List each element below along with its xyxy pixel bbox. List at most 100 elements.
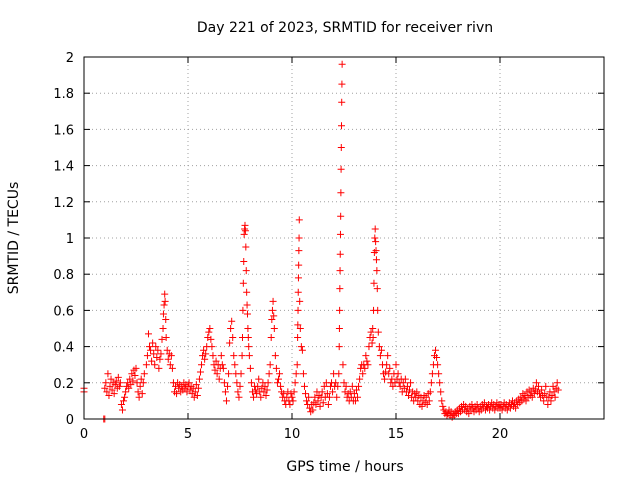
data-point (163, 346, 171, 354)
data-point (152, 343, 160, 351)
data-point (314, 397, 322, 405)
data-point (127, 381, 135, 389)
data-point (144, 330, 152, 338)
data-point (280, 390, 288, 398)
data-point (396, 382, 404, 390)
data-point (129, 377, 137, 385)
grid-lines (84, 57, 604, 419)
data-point (551, 393, 559, 401)
data-point (337, 189, 345, 197)
data-point (276, 370, 284, 378)
data-point (103, 388, 111, 396)
data-point (250, 393, 258, 401)
y-tick-label: 1 (66, 232, 74, 247)
data-point (311, 393, 319, 401)
data-point (244, 325, 252, 332)
data-point (168, 364, 176, 372)
data-point (336, 306, 344, 314)
data-point (181, 384, 189, 392)
x-tick-label: 10 (284, 427, 301, 442)
y-tick-label: 1.8 (53, 87, 74, 102)
data-point (266, 361, 274, 369)
data-point (236, 382, 244, 390)
data-point (128, 370, 136, 378)
data-point (418, 402, 426, 410)
data-point (316, 402, 324, 410)
data-point (243, 301, 251, 309)
data-point (162, 334, 170, 342)
data-point (242, 267, 250, 275)
data-point (439, 402, 447, 410)
data-point (131, 372, 139, 380)
data-point (323, 390, 331, 398)
data-point (369, 334, 377, 342)
data-point (384, 352, 392, 360)
data-point (106, 382, 114, 390)
data-point (294, 306, 302, 314)
y-tick-label: 0.8 (53, 268, 74, 283)
data-point (426, 388, 434, 396)
data-point (383, 361, 391, 369)
data-point (188, 390, 196, 398)
data-point (120, 397, 128, 405)
data-point (150, 350, 158, 358)
data-point (347, 393, 355, 401)
data-point (338, 98, 346, 106)
data-point (246, 364, 254, 372)
data-point (133, 379, 141, 387)
data-point (324, 401, 332, 409)
data-point (503, 406, 511, 414)
y-tick-label: 0.2 (53, 377, 74, 392)
data-point (371, 225, 379, 233)
data-point (359, 370, 367, 378)
data-point (237, 370, 245, 378)
x-tick-label: 15 (388, 427, 405, 442)
data-point (340, 379, 348, 387)
data-point (205, 328, 213, 336)
data-point (277, 382, 285, 390)
data-point (132, 364, 140, 372)
data-point (309, 406, 317, 414)
data-point (381, 375, 389, 383)
data-point (158, 335, 166, 343)
data-point (355, 382, 363, 390)
data-point (245, 352, 253, 360)
data-point (105, 391, 113, 399)
data-point (428, 370, 436, 378)
data-point (368, 339, 376, 347)
data-point (295, 247, 303, 255)
data-point (290, 388, 298, 396)
data-point (294, 288, 302, 296)
data-point (373, 267, 381, 275)
data-point (370, 248, 378, 256)
data-point (517, 393, 525, 401)
data-point (372, 238, 380, 246)
data-point (192, 381, 200, 389)
y-axis-label: SRMTID / TECUs (6, 182, 22, 295)
data-point (253, 390, 261, 398)
data-point (329, 388, 337, 396)
data-point (124, 379, 132, 387)
data-point (292, 370, 300, 378)
data-point (527, 388, 535, 396)
data-point (423, 401, 431, 409)
data-point (217, 352, 225, 360)
data-point (147, 346, 155, 354)
y-tick-label: 1.6 (53, 123, 74, 138)
data-point (352, 386, 360, 394)
data-point (435, 370, 443, 378)
data-point (389, 382, 397, 390)
data-point (167, 352, 175, 360)
data-point (172, 382, 180, 390)
data-point (258, 384, 266, 392)
data-point (245, 343, 253, 351)
data-point (126, 375, 134, 383)
data-point (438, 397, 446, 405)
data-point (394, 370, 402, 378)
data-point (139, 379, 147, 387)
data-point (413, 388, 421, 396)
data-point (437, 388, 445, 396)
y-tick-label: 0 (66, 413, 74, 428)
data-point (296, 325, 304, 332)
data-point (118, 406, 126, 414)
